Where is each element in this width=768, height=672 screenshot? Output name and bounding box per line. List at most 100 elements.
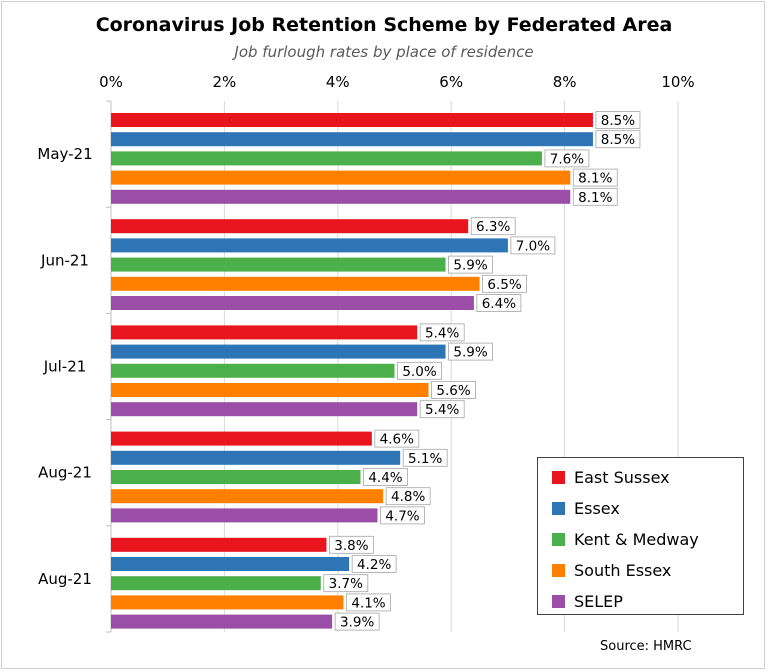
data-label-box: [544, 149, 590, 168]
bar: [111, 189, 571, 204]
source-note: Source: HMRC: [600, 639, 692, 654]
data-label: 5.6%: [436, 383, 470, 399]
data-label-box: [431, 381, 476, 399]
data-label-box: [448, 255, 493, 274]
bar: [111, 431, 372, 446]
legend-label: SELEP: [574, 592, 623, 611]
data-label: 4.4%: [368, 470, 402, 486]
data-label: 5.0%: [402, 364, 436, 380]
data-label: 6.5%: [487, 277, 521, 293]
bar: [111, 276, 480, 291]
data-label-box: [419, 323, 465, 342]
bar: [111, 450, 401, 465]
data-label-box: [334, 612, 380, 631]
data-label: 5.4%: [425, 402, 459, 418]
data-label-box: [323, 574, 369, 593]
data-label: 4.2%: [357, 557, 391, 573]
chart-legend: East Sussex Essex Kent & Medway South Es…: [537, 457, 744, 615]
legend-label: Kent & Medway: [574, 530, 699, 549]
data-label-box: [363, 468, 408, 486]
data-label: 3.7%: [329, 576, 363, 592]
data-label-box: [476, 294, 522, 312]
category-label: Jun-21: [40, 251, 89, 269]
data-label-box: [397, 361, 442, 380]
bar: [111, 537, 327, 552]
data-label: 8.1%: [578, 190, 612, 206]
bar: [111, 363, 395, 378]
data-label: 4.8%: [391, 489, 425, 505]
data-label: 6.4%: [482, 296, 516, 312]
data-label-box: [385, 487, 431, 506]
bar: [111, 219, 469, 234]
legend-item-essex: Essex: [538, 493, 743, 524]
data-label: 4.6%: [380, 432, 414, 448]
data-label-box: [510, 236, 556, 255]
legend-swatch: [552, 564, 565, 577]
data-label: 7.6%: [550, 151, 584, 167]
x-tick-label: 10%: [661, 73, 694, 91]
x-tick-label: 4%: [326, 73, 350, 91]
bar: [111, 614, 333, 629]
data-label-box: [351, 555, 397, 573]
bar: [111, 383, 429, 397]
data-label: 3.8%: [334, 538, 368, 554]
data-label-box: [572, 168, 618, 187]
category-label: Aug-21: [38, 570, 92, 588]
legend-item-east-sussex: East Sussex: [538, 462, 743, 493]
data-label: 4.7%: [385, 508, 419, 524]
data-label-box: [448, 342, 493, 361]
data-label-box: [402, 448, 448, 467]
data-label-box: [470, 217, 516, 236]
legend-swatch: [552, 471, 565, 484]
data-label: 4.1%: [351, 595, 385, 611]
legend-item-kent-medway: Kent & Medway: [538, 524, 743, 555]
data-label-box: [595, 111, 641, 129]
data-label: 3.9%: [340, 615, 374, 631]
legend-item-selep: SELEP: [538, 586, 743, 617]
legend-label: East Sussex: [574, 468, 670, 487]
data-label: 5.9%: [453, 258, 487, 274]
bar: [111, 595, 344, 610]
legend-swatch: [552, 533, 565, 546]
legend-swatch: [552, 595, 565, 608]
bar: [111, 151, 542, 166]
legend-swatch: [552, 502, 565, 515]
data-label-box: [595, 130, 641, 149]
bar: [111, 470, 361, 484]
legend-label: Essex: [574, 499, 620, 518]
data-label: 5.4%: [425, 325, 459, 341]
bar: [111, 325, 418, 340]
data-label-box: [346, 593, 391, 612]
bar: [111, 557, 350, 571]
category-label: Aug-21: [38, 464, 92, 482]
data-label: 5.1%: [408, 451, 442, 467]
data-label-box: [572, 187, 618, 206]
data-label: 8.5%: [601, 132, 635, 148]
data-label-box: [374, 429, 420, 448]
x-tick-label: 0%: [99, 73, 123, 91]
data-label: 8.5%: [601, 113, 635, 129]
bar: [111, 238, 508, 253]
data-label: 6.3%: [476, 219, 510, 235]
x-tick-label: 6%: [439, 73, 463, 91]
data-label-box: [419, 400, 465, 419]
data-label-box: [329, 535, 374, 554]
legend-label: South Essex: [574, 561, 672, 580]
bar: [111, 489, 384, 504]
chart-subtitle: Job furlough rates by place of residence: [234, 43, 534, 61]
data-label-box: [380, 506, 425, 525]
category-label: May-21: [37, 145, 92, 163]
bar: [111, 113, 593, 127]
data-label-box: [482, 274, 527, 293]
bar: [111, 508, 378, 523]
bar: [111, 132, 593, 147]
data-label: 7.0%: [516, 238, 550, 254]
x-tick-label: 8%: [553, 73, 577, 91]
data-label: 5.9%: [453, 345, 487, 361]
data-label: 8.1%: [578, 171, 612, 187]
legend-item-south-essex: South Essex: [538, 555, 743, 586]
bar: [111, 402, 418, 417]
category-label: Jul-21: [43, 358, 87, 376]
x-tick-label: 2%: [213, 73, 237, 91]
